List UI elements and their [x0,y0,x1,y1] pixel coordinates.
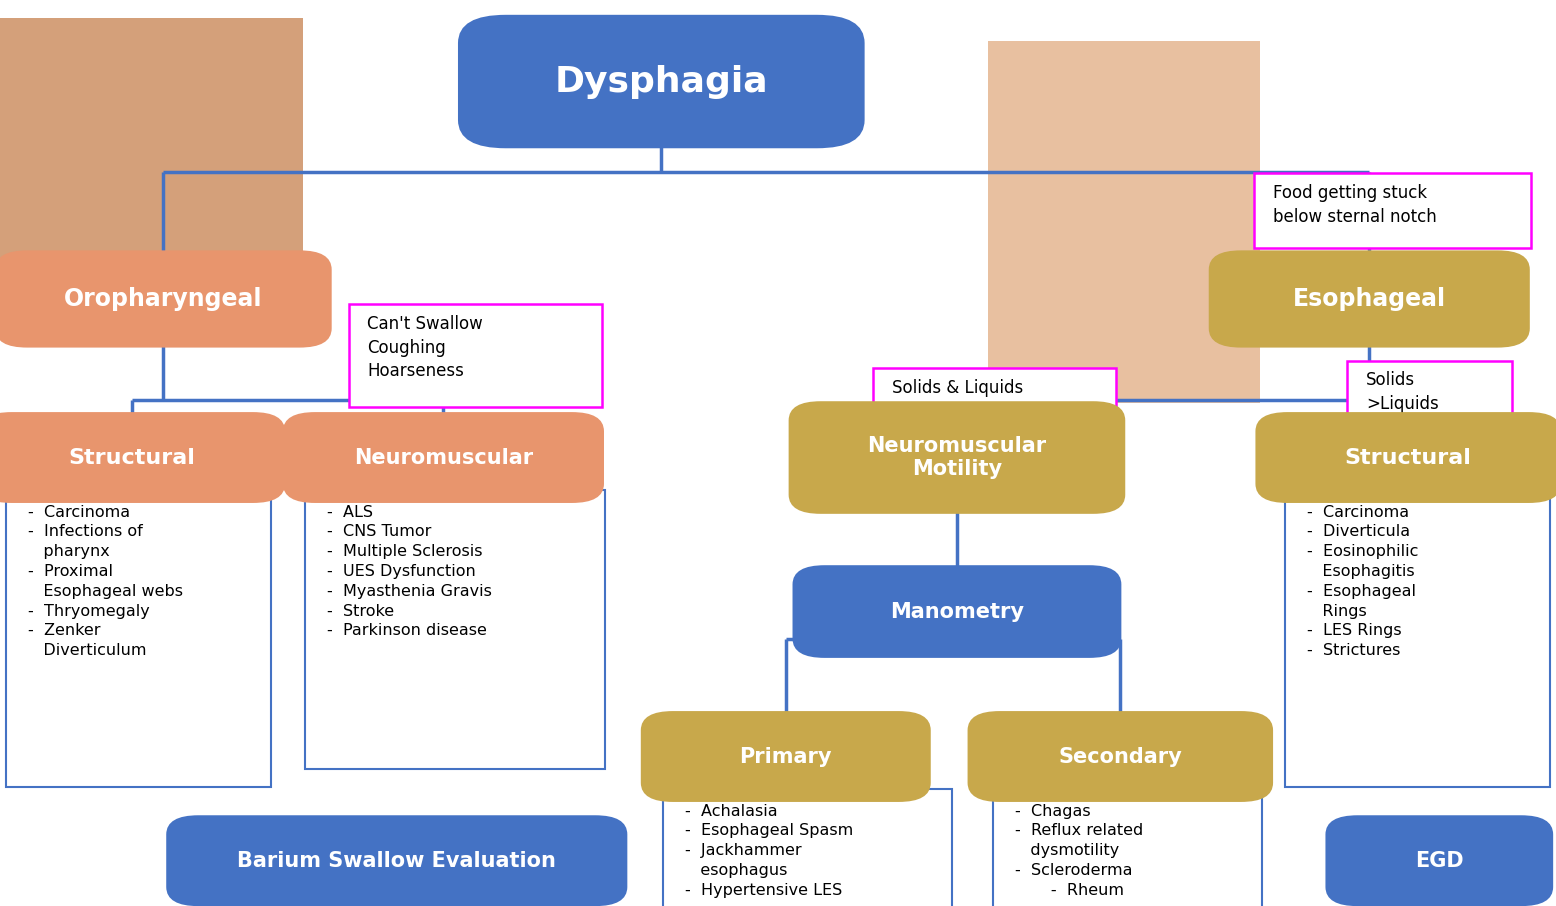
Text: Solids
>Liquids: Solids >Liquids [1366,371,1439,413]
FancyBboxPatch shape [1347,361,1512,427]
Text: Solids & Liquids: Solids & Liquids [892,379,1022,397]
FancyBboxPatch shape [283,413,602,502]
Text: EGD: EGD [1414,851,1464,871]
Bar [0,18,303,285]
FancyBboxPatch shape [1254,173,1531,248]
FancyBboxPatch shape [0,413,283,502]
Text: Can't Swallow
Coughing
Hoarseness: Can't Swallow Coughing Hoarseness [367,315,482,381]
FancyBboxPatch shape [1285,490,1550,787]
Bar [988,41,1260,403]
FancyBboxPatch shape [1211,251,1528,346]
Text: Manometry: Manometry [890,602,1024,622]
FancyBboxPatch shape [873,368,1116,415]
Text: -  Carcinoma
-  Diverticula
-  Eosinophilic
   Esophagitis
-  Esophageal
   Ring: - Carcinoma - Diverticula - Eosinophilic… [1307,505,1419,659]
Text: Food getting stuck
below sternal notch: Food getting stuck below sternal notch [1273,184,1436,226]
FancyBboxPatch shape [0,251,330,346]
FancyBboxPatch shape [6,490,271,787]
Text: -  Achalasia
-  Esophageal Spasm
-  Jackhammer
   esophagus
-  Hypertensive LES: - Achalasia - Esophageal Spasm - Jackham… [685,804,853,898]
Text: -  ALS
-  CNS Tumor
-  Multiple Sclerosis
-  UES Dysfunction
-  Myasthenia Gravi: - ALS - CNS Tumor - Multiple Sclerosis -… [327,505,492,639]
FancyBboxPatch shape [1326,816,1553,905]
FancyBboxPatch shape [968,712,1271,801]
FancyBboxPatch shape [1257,413,1556,502]
FancyBboxPatch shape [663,789,952,906]
Text: Neuromuscular: Neuromuscular [353,448,534,467]
Text: Neuromuscular
Motility: Neuromuscular Motility [867,436,1047,479]
FancyBboxPatch shape [168,816,626,905]
FancyBboxPatch shape [349,304,602,407]
FancyBboxPatch shape [305,490,605,769]
Text: -  Chagas
-  Reflux related
   dysmotility
-  Scleroderma
       -  Rheum: - Chagas - Reflux related dysmotility - … [1015,804,1142,898]
Text: Structural: Structural [68,448,196,467]
FancyBboxPatch shape [641,712,929,801]
Text: Secondary: Secondary [1058,747,1183,766]
Text: Oropharyngeal: Oropharyngeal [64,287,263,311]
FancyBboxPatch shape [993,789,1262,906]
Text: Dysphagia: Dysphagia [554,64,769,99]
Text: Structural: Structural [1344,448,1472,467]
FancyBboxPatch shape [459,16,864,147]
Text: Esophageal: Esophageal [1293,287,1446,311]
Text: Barium Swallow Evaluation: Barium Swallow Evaluation [238,851,555,871]
Text: Primary: Primary [739,747,832,766]
FancyBboxPatch shape [794,566,1120,657]
Text: -  Carcinoma
-  Infections of
   pharynx
-  Proximal
   Esophageal webs
-  Thryo: - Carcinoma - Infections of pharynx - Pr… [28,505,184,659]
FancyBboxPatch shape [789,402,1123,513]
